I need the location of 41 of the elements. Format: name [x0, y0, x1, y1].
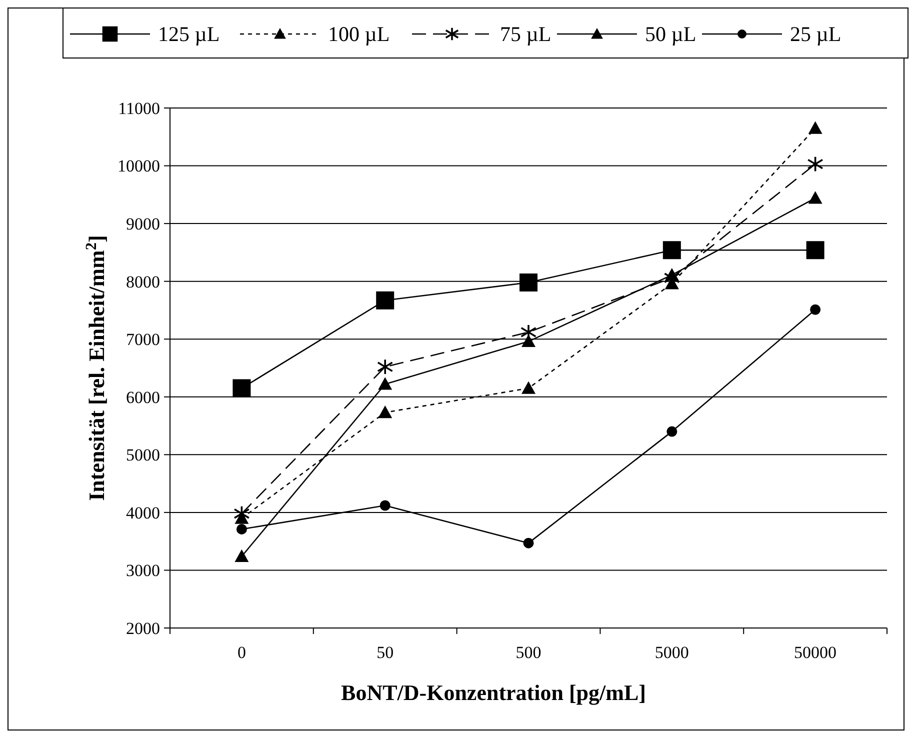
point — [378, 405, 392, 418]
point — [807, 156, 824, 172]
legend-label: 25 µL — [790, 22, 842, 46]
point — [523, 538, 534, 548]
point — [520, 273, 538, 292]
y-tick-label: 11000 — [118, 98, 160, 118]
y-tick-label: 9000 — [126, 214, 160, 234]
legend-label: 75 µL — [500, 22, 552, 46]
point — [522, 334, 536, 348]
y-tick-label: 4000 — [126, 503, 160, 522]
point — [377, 358, 394, 375]
y-tick-label: 3000 — [126, 561, 160, 580]
y-tick-label: 7000 — [126, 330, 160, 350]
point — [376, 291, 394, 310]
x-tick-label: 500 — [516, 643, 542, 662]
point — [808, 121, 822, 134]
x-tick-label: 5000 — [654, 643, 689, 662]
point — [806, 241, 824, 260]
y-tick-label: 6000 — [126, 388, 160, 407]
point — [662, 241, 681, 260]
x-tick-label: 50000 — [794, 643, 837, 662]
legend-label: 50 µL — [645, 22, 696, 46]
point — [522, 381, 536, 394]
y-tick-label: 10000 — [118, 156, 160, 176]
y-tick-label: 2000 — [126, 618, 160, 638]
point — [666, 426, 678, 437]
point — [380, 500, 390, 511]
y-tick-label: 5000 — [126, 446, 160, 465]
point — [234, 549, 249, 562]
legend-label: 125 µL — [158, 22, 220, 46]
point — [664, 268, 679, 281]
y-tick-label: 8000 — [126, 272, 160, 292]
point — [232, 379, 251, 398]
point — [808, 191, 822, 204]
point — [236, 524, 247, 534]
x-tick-label: 0 — [237, 643, 246, 662]
legend-label: 100 µL — [328, 22, 390, 46]
x-axis-title: BoNT/D-Konzentration [pg/mL] — [341, 680, 646, 705]
x-tick-label: 50 — [376, 643, 394, 662]
point — [810, 304, 821, 315]
point — [378, 377, 392, 390]
